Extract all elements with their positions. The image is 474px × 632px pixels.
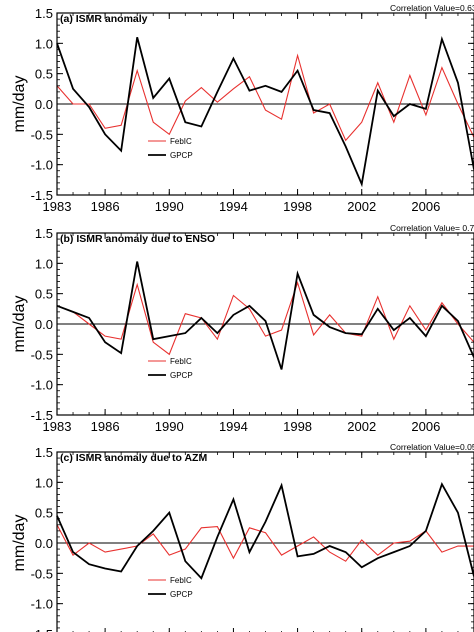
panel-title: (c) ISMR anomaly due to AZM	[60, 452, 207, 464]
y-tick-label: 0.5	[35, 67, 53, 82]
x-tick-label: 1983	[43, 419, 72, 434]
y-tick-label: 0.5	[35, 287, 53, 302]
x-tick-label: 1994	[219, 199, 248, 214]
y-tick-label: 0.0	[35, 317, 53, 332]
y-tick-label: -1.5	[31, 627, 53, 632]
y-tick-label: -1.0	[31, 378, 53, 393]
y-tick-label: -1.5	[31, 188, 53, 203]
plot-frame	[56, 451, 474, 632]
panel-c: 1.51.00.50.0-0.5-1.0-1.51983198619901994…	[11, 442, 474, 632]
y-tick-label: -0.5	[31, 566, 53, 581]
y-tick-label: 1.0	[35, 36, 53, 51]
y-tick-label: 1.0	[35, 256, 53, 271]
x-tick-label: 1994	[219, 419, 248, 434]
correlation-annotation: Correlation Value=0.63	[390, 3, 474, 13]
legend-label: FebIC	[170, 576, 192, 585]
y-axis-label: mm/day	[11, 296, 28, 353]
y-tick-label: 0.0	[35, 536, 53, 551]
x-tick-label: 2006	[411, 419, 440, 434]
series-line-gpcp	[56, 261, 474, 370]
y-tick-label: 1.5	[35, 445, 53, 460]
y-tick-label: 1.5	[35, 226, 53, 241]
panel-title: (b) ISMR anomaly due to ENSO	[60, 233, 215, 245]
x-tick-label: 1990	[155, 419, 184, 434]
series-line-febic	[56, 53, 474, 142]
y-tick-label: -1.5	[31, 408, 53, 423]
x-tick-label: 2006	[411, 199, 440, 214]
x-tick-label: 1998	[283, 199, 312, 214]
correlation-annotation: Correlation Value=0.054	[390, 442, 474, 452]
y-tick-label: 0.5	[35, 506, 53, 521]
y-tick-label: -0.5	[31, 347, 53, 362]
x-tick-label: 2002	[347, 419, 376, 434]
y-tick-label: -1.0	[31, 158, 53, 173]
legend-label: GPCP	[170, 371, 193, 380]
y-tick-label: -0.5	[31, 127, 53, 142]
x-tick-label: 1986	[91, 419, 120, 434]
series-line-gpcp	[56, 481, 474, 580]
x-tick-label: 1998	[283, 419, 312, 434]
x-tick-label: 1986	[91, 199, 120, 214]
x-tick-label: 1983	[43, 199, 72, 214]
legend-label: GPCP	[170, 151, 193, 160]
series-line-gpcp	[56, 35, 474, 188]
y-tick-label: 1.5	[35, 6, 53, 21]
series-line-febic	[56, 524, 474, 562]
y-tick-label: 0.0	[35, 97, 53, 112]
correlation-annotation: Correlation Value= 0.764	[390, 223, 474, 233]
legend-label: FebIC	[170, 357, 192, 366]
y-tick-label: -1.0	[31, 597, 53, 612]
x-tick-label: 2002	[347, 199, 376, 214]
y-axis-label: mm/day	[11, 515, 28, 572]
y-tick-label: 1.0	[35, 475, 53, 490]
legend-label: FebIC	[170, 137, 192, 146]
legend-label: GPCP	[170, 590, 193, 599]
panel-title: (a) ISMR anomaly	[60, 13, 148, 25]
x-tick-label: 1990	[155, 199, 184, 214]
y-axis-label: mm/day	[11, 76, 28, 133]
